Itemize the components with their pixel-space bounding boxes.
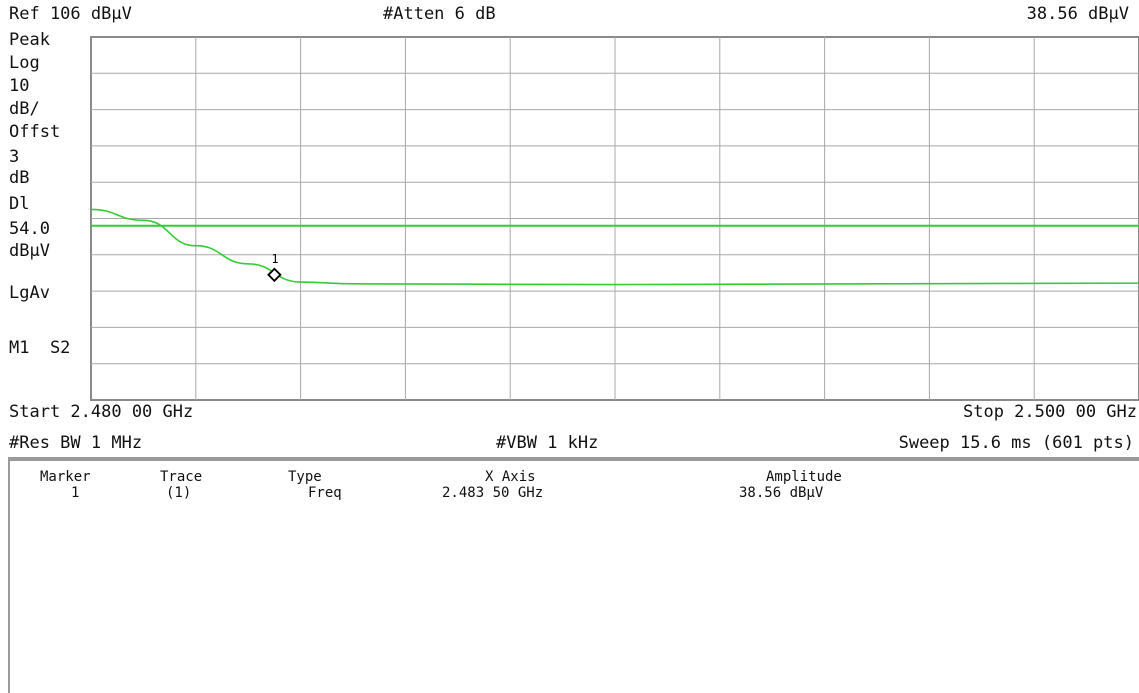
cell-type: Freq	[308, 485, 342, 501]
trace-point	[247, 263, 249, 265]
start-frequency: Start 2.480 00 GHz	[9, 402, 194, 422]
ref-level: Ref 106 dBμV	[9, 4, 132, 24]
graticule	[91, 37, 1139, 400]
col-header-trace: Trace	[160, 469, 203, 485]
marker-readout: 38.56 dBμV	[1026, 4, 1129, 24]
attenuation: #Atten 6 dB	[383, 4, 496, 24]
col-header-marker: Marker	[40, 469, 91, 485]
col-header-x-axis: X Axis	[485, 469, 536, 485]
offset-unit: dB	[9, 168, 30, 188]
offset-value: 3	[9, 147, 20, 167]
scale-value: 10	[9, 76, 30, 96]
trace-point	[352, 283, 354, 285]
trace-point	[90, 208, 92, 211]
offset-label: Offst	[9, 122, 61, 142]
trace-point	[299, 281, 302, 283]
cell-x-axis: 2.483 50 GHz	[442, 485, 544, 501]
resolution-bandwidth: #Res BW 1 MHz	[9, 433, 143, 453]
cell-marker: 1	[71, 485, 80, 501]
averaging-label: LgAv	[9, 283, 50, 303]
sweep-info: Sweep 15.6 ms (601 pts)	[898, 433, 1134, 453]
trace-point	[142, 219, 145, 222]
trace-point	[614, 283, 616, 286]
trace-point	[195, 244, 197, 247]
video-bandwidth: #VBW 1 kHz	[496, 433, 599, 453]
col-header-type: Type	[288, 469, 322, 485]
display-line-unit: dBμV	[9, 241, 50, 261]
marker-state: M1 S2	[9, 338, 71, 358]
spectrum-display: 1	[8, 36, 1139, 459]
trace-point	[876, 283, 878, 285]
display-line-label: Dl	[9, 194, 30, 214]
display-line-value: 54.0	[9, 219, 50, 239]
stop-frequency: Stop 2.500 00 GHz	[963, 402, 1137, 422]
detector-label: Peak	[9, 30, 50, 50]
marker-1-diamond[interactable]	[267, 267, 282, 283]
cell-trace: (1)	[166, 485, 192, 501]
marker-1-label: 1	[271, 252, 278, 266]
marker-table: Marker Trace Type X Axis Amplitude 1 (1)…	[8, 459, 1139, 693]
scale-type: Log	[9, 53, 40, 73]
cell-amplitude: 38.56 dBμV	[739, 485, 824, 501]
scale-unit: dB/	[9, 99, 40, 119]
col-header-amplitude: Amplitude	[766, 469, 842, 485]
